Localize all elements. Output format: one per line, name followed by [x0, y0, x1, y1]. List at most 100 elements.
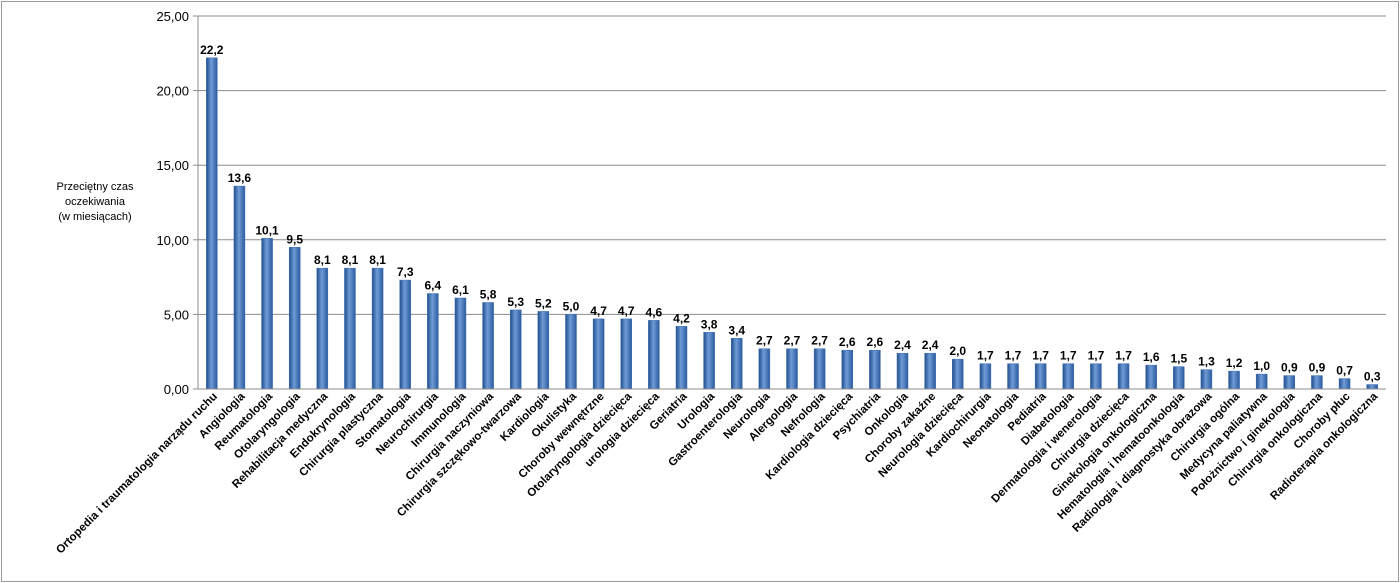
data-label: 1,5: [1170, 352, 1187, 366]
bar: [1311, 375, 1323, 390]
data-label: 0,7: [1336, 364, 1353, 378]
data-label: 1,7: [1115, 349, 1132, 363]
data-label: 0,3: [1364, 370, 1381, 384]
bar: [786, 348, 798, 390]
bar: [399, 279, 411, 390]
bar: [730, 338, 743, 390]
bar: [675, 326, 688, 390]
y-axis-label-line-3: (w miesiącach): [58, 211, 132, 223]
data-label: 10,1: [255, 223, 279, 237]
data-label: 1,6: [1143, 350, 1160, 364]
data-label: 6,4: [424, 279, 441, 293]
data-label: 4,2: [673, 311, 690, 325]
data-label: 5,3: [507, 295, 524, 309]
bar: [1200, 369, 1213, 390]
bar: [1145, 364, 1157, 390]
data-label: 2,6: [867, 335, 884, 349]
data-label: 22,2: [200, 43, 224, 57]
data-label: 8,1: [342, 253, 359, 267]
bar: [813, 348, 826, 390]
bar: [454, 297, 467, 390]
x-axis-tick-labels: Ortopedia i traumatologia narządu ruchuA…: [54, 390, 1381, 556]
y-tick-label: 10,00: [156, 233, 189, 248]
data-label: 5,8: [480, 287, 497, 301]
bar: [288, 247, 301, 390]
data-label: 1,2: [1226, 356, 1243, 370]
data-label: 9,5: [286, 232, 303, 246]
data-label: 2,7: [784, 334, 801, 348]
data-label: 4,7: [618, 304, 635, 318]
data-label: 1,7: [977, 349, 994, 363]
data-label: 13,6: [228, 171, 252, 185]
data-label: 1,3: [1198, 355, 1215, 369]
bar: [952, 358, 964, 390]
bar: [233, 185, 246, 390]
data-label: 1,7: [1032, 349, 1049, 363]
y-tick-label: 5,00: [164, 307, 189, 322]
bar: [537, 311, 550, 390]
data-label: 8,1: [369, 253, 386, 267]
y-axis-label-line-2: oczekiwania: [65, 196, 125, 208]
data-label: 0,9: [1281, 361, 1298, 375]
bar: [565, 314, 577, 390]
bar: [1338, 378, 1351, 390]
data-label: 2,4: [894, 338, 911, 352]
bar: [1255, 373, 1268, 390]
bar: [924, 352, 936, 390]
bar: [1228, 370, 1240, 390]
bar: [371, 267, 384, 390]
bar: [1117, 363, 1130, 390]
y-tick-label: 20,00: [156, 84, 189, 99]
bar: [648, 320, 660, 390]
axes: [197, 16, 1386, 390]
y-axis-label-line-1: Przeciętny czas: [56, 181, 134, 193]
data-label: 2,7: [756, 334, 773, 348]
bar: [206, 57, 218, 390]
data-label: 2,0: [949, 344, 966, 358]
data-label: 1,7: [1005, 349, 1022, 363]
data-labels: 22,2 13,6 10,1 9,5 8,1 8,1 8,1 7,3 6,4 6,1 5,8 5,3 5…: [200, 43, 1381, 384]
data-label: 3,4: [728, 323, 745, 337]
bar: [979, 363, 992, 390]
data-label: 3,8: [701, 317, 718, 331]
y-tick-label: 25,00: [156, 9, 189, 24]
bar: [1173, 366, 1185, 390]
bar: [1007, 363, 1019, 390]
data-label: 0,9: [1309, 361, 1326, 375]
data-label: 1,7: [1088, 349, 1105, 363]
x-tick-label: Ortopedia i traumatologia narządu ruchu: [54, 391, 220, 557]
data-label: 8,1: [314, 253, 331, 267]
y-axis-ticks: 0,00 5,00 10,00 15,00 20,00 25,00: [156, 9, 198, 397]
bar: [427, 293, 439, 390]
data-label: 2,6: [839, 335, 856, 349]
y-axis-label: Przeciętny czas oczekiwania (w miesiącac…: [30, 180, 160, 225]
bar: [703, 332, 715, 390]
data-label: 4,6: [646, 305, 663, 319]
bar: [896, 352, 909, 390]
data-label: 2,7: [811, 334, 828, 348]
bar: [758, 348, 771, 390]
data-label: 2,4: [922, 338, 939, 352]
data-label: 4,7: [590, 304, 607, 318]
bar: [316, 267, 329, 390]
bar: [261, 238, 273, 390]
bar: [1090, 363, 1102, 390]
data-label: 1,7: [1060, 349, 1077, 363]
y-tick-label: 0,00: [164, 382, 189, 397]
bar: [1034, 363, 1047, 390]
bar: [620, 318, 632, 390]
bar: [869, 349, 881, 390]
bar: [1366, 384, 1378, 390]
data-label: 6,1: [452, 283, 469, 297]
bar: [344, 267, 356, 390]
bar: [482, 302, 494, 390]
bar: [1062, 363, 1075, 390]
y-tick-label: 15,00: [156, 158, 189, 173]
bar: [592, 318, 605, 390]
bar: [841, 349, 854, 390]
data-label: 7,3: [397, 265, 414, 279]
data-label: 5,0: [563, 299, 580, 313]
bar: [1283, 375, 1296, 390]
data-label: 1,0: [1253, 359, 1270, 373]
